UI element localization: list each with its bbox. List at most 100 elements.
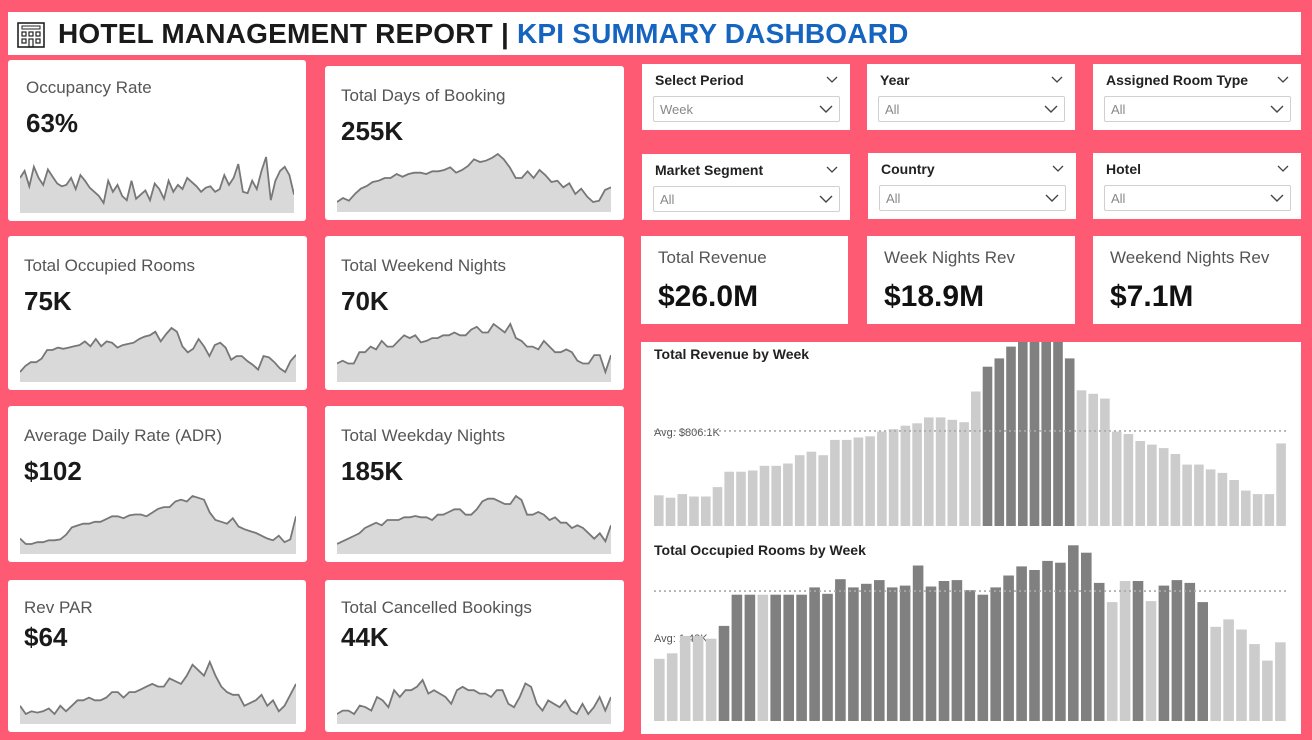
kpi-label: Total Days of Booking bbox=[341, 86, 506, 105]
kpi-value: 70K bbox=[341, 286, 389, 316]
slicer-value: Week bbox=[660, 102, 693, 117]
slicer-assigned-room-type[interactable]: Assigned Room Type All bbox=[1093, 64, 1301, 130]
slicer-dropdown[interactable]: All bbox=[653, 186, 840, 212]
bar bbox=[665, 497, 676, 526]
slicer-year[interactable]: Year All bbox=[867, 64, 1075, 130]
chevron-down-icon[interactable] bbox=[826, 73, 838, 85]
slicer-hotel[interactable]: Hotel All bbox=[1093, 153, 1301, 219]
chevron-down-icon[interactable] bbox=[1277, 162, 1289, 174]
slicer-value: All bbox=[1111, 102, 1126, 117]
kpi-label: Total Occupied Rooms bbox=[24, 256, 196, 275]
bar bbox=[925, 586, 937, 721]
kpi-card-total-cancelled-bookings[interactable]: Total Cancelled Bookings 44K bbox=[325, 580, 624, 732]
revenue-card-week-nights[interactable]: Week Nights Rev $18.9M bbox=[867, 236, 1075, 324]
chart-title-occupied: Total Occupied Rooms by Week bbox=[654, 542, 866, 558]
kpi-label: Rev PAR bbox=[24, 598, 93, 617]
chevron-down-icon bbox=[1045, 194, 1059, 202]
bar bbox=[1135, 441, 1145, 526]
bar bbox=[679, 635, 691, 721]
weekly-charts-panel: Total Revenue by Week Avg: $806.1K Total… bbox=[641, 342, 1301, 734]
bar bbox=[701, 496, 711, 526]
revenue-card-total[interactable]: Total Revenue $26.0M bbox=[641, 236, 848, 324]
bar bbox=[818, 455, 828, 526]
chevron-down-icon bbox=[1044, 105, 1058, 113]
sparkline-area bbox=[337, 496, 611, 554]
slicer-country[interactable]: Country All bbox=[868, 153, 1076, 219]
kpi-card-total-occupied-rooms[interactable]: Total Occupied Rooms 75K bbox=[8, 236, 307, 390]
slicer-title: Country bbox=[881, 161, 935, 177]
kpi-card-average-daily-rate[interactable]: Average Daily Rate (ADR) $102 bbox=[8, 406, 307, 562]
bar bbox=[865, 436, 875, 526]
slicer-value: All bbox=[1111, 191, 1126, 206]
slicer-dropdown[interactable]: All bbox=[1104, 96, 1291, 122]
bar bbox=[886, 587, 898, 721]
bar bbox=[835, 579, 846, 721]
bar bbox=[1119, 581, 1131, 721]
slicer-dropdown[interactable]: All bbox=[879, 185, 1066, 211]
kpi-card-rev-par[interactable]: Rev PAR $64 bbox=[8, 580, 306, 732]
chevron-down-icon[interactable] bbox=[1051, 73, 1063, 85]
chevron-down-icon[interactable] bbox=[1052, 162, 1064, 174]
bar bbox=[977, 594, 989, 721]
bar bbox=[666, 653, 678, 721]
revenue-value: $7.1M bbox=[1110, 280, 1194, 313]
bar bbox=[794, 455, 805, 526]
bar bbox=[912, 565, 924, 721]
bar bbox=[971, 391, 981, 526]
avg-label-revenue: Avg: $806.1K bbox=[654, 427, 720, 439]
report-header: HOTEL MANAGEMENT REPORT | KPI SUMMARY DA… bbox=[8, 12, 1301, 55]
bar bbox=[877, 431, 887, 526]
bar bbox=[841, 439, 852, 526]
bar bbox=[964, 590, 976, 721]
slicer-dropdown[interactable]: Week bbox=[653, 96, 840, 122]
revenue-card-weekend-nights[interactable]: Weekend Nights Rev $7.1M bbox=[1093, 236, 1301, 324]
slicer-dropdown[interactable]: All bbox=[1104, 185, 1291, 211]
kpi-value: $102 bbox=[24, 456, 82, 486]
kpi-label: Average Daily Rate (ADR) bbox=[24, 426, 223, 445]
sparkline-line bbox=[337, 152, 611, 203]
bar bbox=[1132, 581, 1144, 721]
bar bbox=[1055, 562, 1066, 721]
revenue-by-week-chart[interactable] bbox=[641, 342, 1301, 532]
bar bbox=[736, 471, 746, 526]
sparkline-line bbox=[20, 326, 296, 374]
revenue-label: Total Revenue bbox=[658, 248, 767, 267]
kpi-card-occupancy-rate[interactable]: Occupancy Rate 63% bbox=[8, 60, 306, 221]
title-subtitle: KPI SUMMARY DASHBOARD bbox=[517, 17, 909, 49]
bar bbox=[731, 594, 743, 721]
kpi-card-total-weekday-nights[interactable]: Total Weekday Nights 185K bbox=[325, 406, 624, 562]
bar bbox=[861, 583, 872, 721]
slicer-market-segment[interactable]: Market Segment All bbox=[642, 154, 850, 220]
bar bbox=[888, 429, 899, 526]
bar bbox=[747, 470, 758, 526]
chevron-down-icon[interactable] bbox=[1277, 73, 1289, 85]
bar bbox=[1041, 342, 1051, 526]
chevron-down-icon[interactable] bbox=[826, 163, 838, 175]
kpi-value: 75K bbox=[24, 286, 72, 316]
bar bbox=[830, 439, 840, 526]
occupied-rooms-by-week-chart[interactable] bbox=[641, 342, 1301, 732]
bar bbox=[935, 417, 946, 526]
bar bbox=[822, 593, 833, 721]
kpi-card-total-weekend-nights[interactable]: Total Weekend Nights 70K bbox=[325, 236, 624, 390]
bar bbox=[692, 635, 704, 721]
kpi-sparkline bbox=[337, 152, 611, 212]
page-title: HOTEL MANAGEMENT REPORT | KPI SUMMARY DA… bbox=[58, 18, 909, 50]
bar bbox=[1018, 342, 1028, 526]
slicer-title: Select Period bbox=[655, 72, 744, 88]
bar bbox=[1205, 469, 1216, 526]
revenue-label: Weekend Nights Rev bbox=[1110, 248, 1270, 267]
bar bbox=[1093, 582, 1105, 721]
slicer-dropdown[interactable]: All bbox=[878, 96, 1065, 122]
kpi-sparkline bbox=[337, 678, 611, 724]
bar bbox=[938, 581, 950, 721]
slicer-select-period[interactable]: Select Period Week bbox=[642, 64, 850, 130]
bar bbox=[1064, 358, 1075, 526]
kpi-sparkline bbox=[20, 156, 294, 213]
bar bbox=[982, 366, 993, 526]
bar bbox=[654, 495, 664, 526]
bar bbox=[1088, 393, 1098, 526]
kpi-card-total-days-of-booking[interactable]: Total Days of Booking 255K bbox=[325, 66, 624, 220]
sparkline-line bbox=[337, 494, 611, 545]
kpi-label: Total Weekday Nights bbox=[341, 426, 506, 445]
